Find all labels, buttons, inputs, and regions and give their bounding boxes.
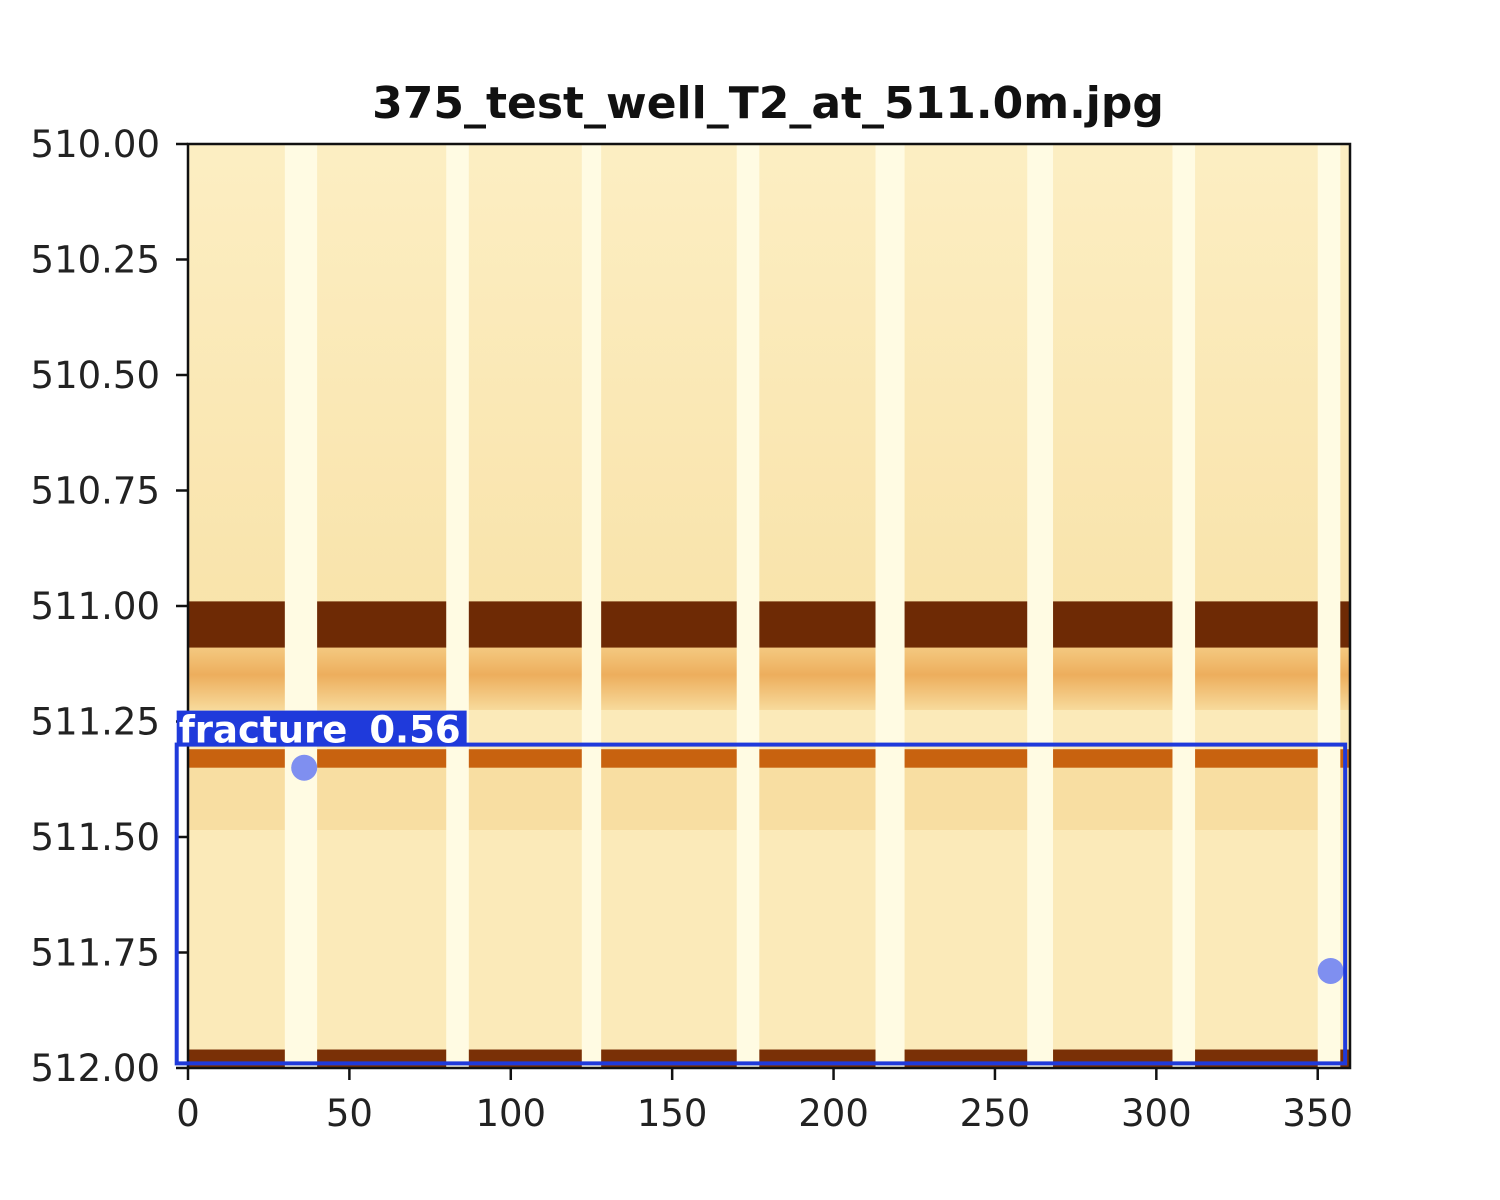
y-tick-label: 511.75 <box>31 932 160 975</box>
y-axis: 510.00 510.25 510.50 510.75 511.00 511.25 511.… <box>31 123 188 1090</box>
x-tick-label: 350 <box>1282 1092 1353 1135</box>
pad-gap-3 <box>736 144 760 1068</box>
detection-label: fracture <box>179 709 348 752</box>
pad-gap-1 <box>446 144 469 1068</box>
mid-orange-zone <box>188 640 1350 710</box>
x-tick-label: 200 <box>798 1092 869 1135</box>
detection-markers <box>291 754 1344 984</box>
pad-gap-5 <box>1027 144 1054 1068</box>
y-tick-label: 510.25 <box>31 239 160 282</box>
main-dark-band <box>188 601 1350 648</box>
pad-gap-6 <box>1172 144 1196 1068</box>
lower-dark-band <box>188 749 1350 768</box>
x-axis: 0 50 100 150 200 250 300 350 <box>176 1068 1353 1135</box>
y-tick-label: 511.25 <box>31 701 160 744</box>
y-tick-label: 510.75 <box>31 470 160 513</box>
pad-gap-4 <box>875 144 905 1068</box>
chart-title: 375_test_well_T2_at_511.0m.jpg <box>372 78 1164 129</box>
detection-box[interactable]: fracture 0.56 <box>174 709 1348 1066</box>
pad-gaps <box>284 144 1341 1068</box>
pad-gap-0 <box>284 144 318 1068</box>
x-tick-label: 0 <box>176 1092 200 1135</box>
y-tick-label: 512.00 <box>31 1047 160 1090</box>
lower-blob <box>1317 957 1344 984</box>
detection-rectangle[interactable] <box>174 742 1348 1066</box>
x-tick-label: 50 <box>326 1092 373 1135</box>
pad-gap-7 <box>1317 144 1341 1068</box>
detection-label-background <box>176 710 467 745</box>
x-tick-label: 150 <box>637 1092 708 1135</box>
y-tick-label: 511.00 <box>31 585 160 628</box>
detection-score: 0.56 <box>369 709 460 752</box>
lower-streak-zone <box>188 760 1350 830</box>
y-tick-label: 511.50 <box>31 816 160 859</box>
x-tick-label: 300 <box>1121 1092 1192 1135</box>
borehole-image <box>188 144 1350 1068</box>
y-tick-label: 510.50 <box>31 354 160 397</box>
upper-blob <box>291 754 318 781</box>
upper-fade <box>188 144 1350 604</box>
y-tick-label: 510.00 <box>31 123 160 166</box>
x-tick-label: 100 <box>475 1092 546 1135</box>
x-tick-label: 250 <box>960 1092 1031 1135</box>
pad-gap-2 <box>581 144 602 1068</box>
